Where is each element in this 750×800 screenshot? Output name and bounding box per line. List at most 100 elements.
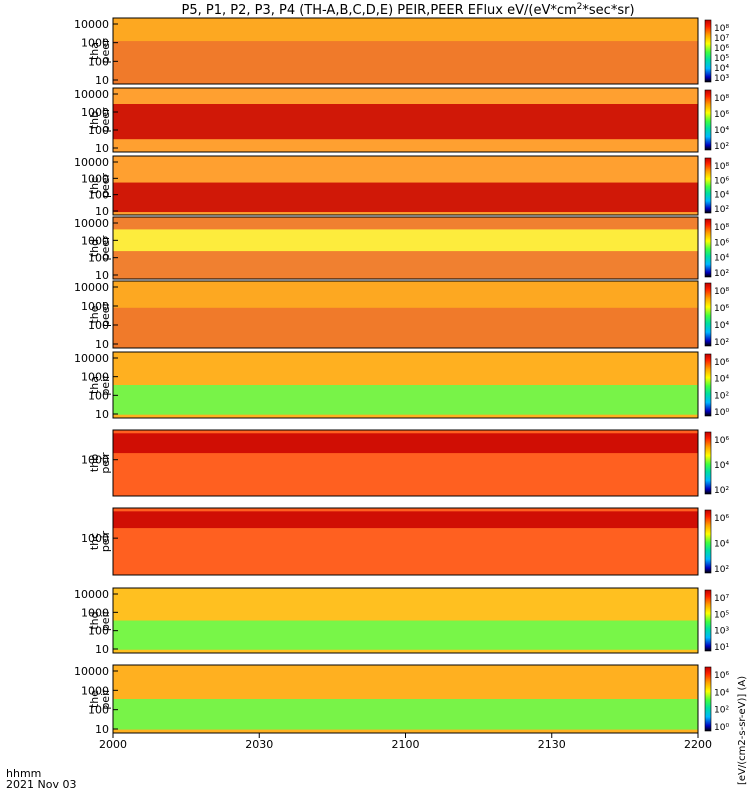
colorbar-tick-label: 10⁰: [714, 723, 729, 733]
y-tick-label: 1000: [81, 606, 109, 619]
colorbar-tick-label: 10⁶: [714, 44, 729, 54]
time-axis-label: hhmm: [6, 767, 41, 780]
x-tick-label: 2030: [245, 738, 273, 751]
y-tick-label: 1000: [81, 371, 109, 384]
panel-probe-label: thb: [88, 454, 101, 472]
colorbar-tick-label: 10³: [714, 74, 729, 84]
colorbar: [704, 666, 712, 732]
colorbar-tick-label: 10²: [714, 338, 729, 348]
y-tick-label: 10000: [74, 88, 109, 101]
y-tick-label: 10000: [74, 665, 109, 678]
panel-quantity-label: peir: [99, 452, 112, 474]
spectrogram-band: [113, 104, 698, 140]
colorbar-tick-label: 10²: [714, 269, 729, 279]
y-tick-label: 10: [95, 142, 109, 155]
y-tick-label: 10000: [74, 217, 109, 230]
y-tick-label: 10000: [74, 281, 109, 294]
panel-frame: [112, 280, 699, 349]
colorbar-tick-label: 10⁴: [714, 688, 729, 698]
colorbar-tick-label: 10⁴: [714, 64, 729, 74]
y-tick-label: 100: [88, 189, 109, 202]
panel-quantity-label: peir: [99, 688, 112, 710]
panel-probe-label: thc: [88, 533, 101, 550]
panel-quantity-label: peer: [99, 173, 112, 199]
y-tick-label: 1000: [81, 106, 109, 119]
colorbar-tick-label: 10⁷: [714, 594, 729, 604]
colorbar-tick-label: 10⁶: [714, 671, 729, 681]
panel-frame: [112, 87, 699, 153]
y-tick-label: 1000: [81, 532, 109, 545]
panel-frame: [112, 216, 699, 280]
y-tick-label: 100: [88, 252, 109, 265]
panel-frame: [112, 507, 699, 576]
panel-probe-label: thc: [88, 177, 101, 194]
colorbar: [704, 282, 712, 347]
y-tick-label: 10: [95, 269, 109, 282]
time-axis: 2000 2030 2100 2130 2200: [99, 733, 712, 751]
y-tick-label: 100: [88, 124, 109, 137]
colorbar-tick-label: 10⁶: [714, 110, 729, 120]
colorbar-tick-label: 10⁴: [714, 540, 729, 550]
y-tick-label: 10: [95, 723, 109, 736]
colorbar-tick-label: 10⁰: [714, 408, 729, 418]
colorbar-tick-label: 10⁸: [714, 24, 729, 34]
colorbar-tick-label: 10⁶: [714, 176, 729, 186]
time-axis-date: 2021 Nov 03: [6, 778, 76, 791]
colorbar-tick-label: 10²: [714, 142, 729, 152]
y-tick-label: 10: [95, 338, 109, 351]
y-tick-label: 100: [88, 389, 109, 402]
figure-title: P5, P1, P2, P3, P4 (TH-A,B,C,D,E) PEIR,P…: [181, 2, 634, 18]
panel-quantity-label: peir: [99, 374, 112, 396]
panel-probe-label: the: [88, 690, 101, 708]
x-tick-label: 2200: [684, 738, 712, 751]
y-tick-label: 10: [95, 74, 109, 87]
colorbar-tick-label: 10⁴: [714, 461, 729, 471]
panel-quantity-label: peer: [99, 38, 112, 64]
x-tick-label: 2130: [538, 738, 566, 751]
y-tick-label: 1000: [81, 684, 109, 697]
y-tick-label: 10000: [74, 588, 109, 601]
y-tick-label: 1000: [81, 172, 109, 185]
y-tick-label: 10000: [74, 352, 109, 365]
spectrogram-band: [113, 281, 698, 308]
colorbar-tick-label: 10⁸: [714, 287, 729, 297]
colorbar-tick-label: 10⁴: [714, 254, 729, 264]
panel-quantity-label: peir: [99, 530, 112, 552]
spectrogram-band: [113, 511, 698, 529]
panel-probe-label: the: [88, 305, 101, 323]
colorbar-tick-label: 10⁸: [714, 94, 729, 104]
colorbar-tick-label: 10⁶: [714, 514, 729, 524]
panel-frame: [112, 587, 699, 654]
colorbar-tick-label: 10⁴: [714, 321, 729, 331]
colorbar-units-label: [eV/(cm2-s-sr-eV)] (A): [737, 676, 748, 785]
x-tick-label: 2000: [99, 738, 127, 751]
y-tick-label: 100: [88, 55, 109, 68]
colorbar: [704, 431, 712, 495]
panel-probe-label: tha: [88, 376, 101, 394]
colorbar-tick-label: 10⁶: [714, 238, 729, 248]
spectrogram-band: [113, 385, 698, 415]
y-tick-label: 100: [88, 704, 109, 717]
y-tick-label: 100: [88, 625, 109, 638]
colorbar-tick-label: 10⁷: [714, 34, 729, 44]
colorbar-tick-label: 10²: [714, 565, 729, 575]
colorbar-tick-label: 10²: [714, 486, 729, 496]
colorbar-tick-label: 10⁶: [714, 358, 729, 368]
y-tick-label: 10000: [74, 18, 109, 31]
panel-quantity-label: peer: [99, 302, 112, 328]
y-tick-label: 1000: [81, 300, 109, 313]
panel-frame: [112, 17, 699, 85]
panel-frame: [112, 351, 699, 419]
panel-quantity-label: peir: [99, 609, 112, 631]
panel-quantity-label: peer: [99, 235, 112, 261]
spectrogram-band: [113, 699, 698, 730]
colorbar-tick-label: 10⁸: [714, 162, 729, 172]
colorbar-tick-label: 10⁵: [714, 54, 729, 64]
